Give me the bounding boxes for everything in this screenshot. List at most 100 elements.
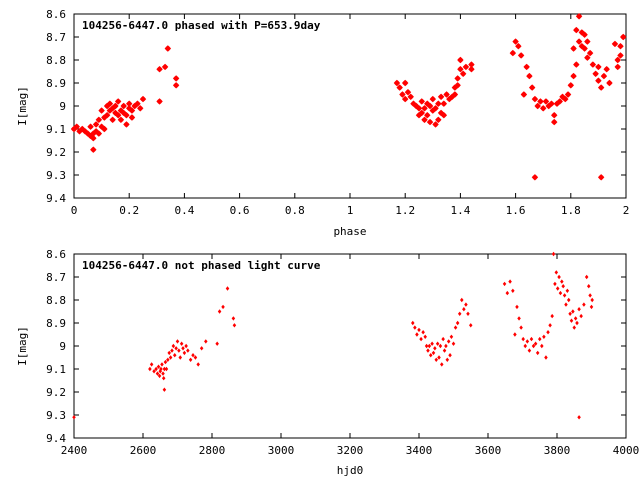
y-tick-labels-phased: 8.6 8.7 8.8 8.9 9 9.1 9.2 9.3 9.4 — [46, 8, 66, 205]
data-point — [590, 297, 594, 303]
y-tick-label: 9 — [59, 100, 66, 113]
data-point — [415, 105, 423, 112]
data-point — [577, 307, 581, 312]
data-point — [595, 77, 602, 84]
data-point — [225, 286, 230, 291]
y-tick-label: 8.7 — [46, 31, 66, 44]
data-point — [581, 31, 588, 38]
data-points-unphased — [72, 251, 594, 420]
x-tick-labels-phased: 0 0.2 0.4 0.6 0.8 1 1.2 1.4 1.6 1.8 2 — [71, 204, 630, 217]
data-point — [597, 174, 605, 181]
data-point — [442, 348, 447, 353]
data-point — [554, 270, 559, 275]
data-point — [430, 341, 434, 346]
data-point — [139, 95, 147, 103]
data-point — [164, 45, 172, 52]
data-point — [411, 320, 415, 326]
data-point — [562, 95, 569, 103]
data-point — [109, 116, 116, 123]
data-point — [508, 279, 512, 284]
data-point — [402, 79, 409, 87]
data-point — [73, 123, 80, 130]
data-point — [513, 332, 517, 337]
data-point — [534, 102, 541, 110]
data-point — [166, 357, 170, 362]
data-point — [561, 284, 565, 289]
data-point — [161, 371, 165, 376]
data-point — [573, 26, 580, 34]
data-point — [431, 350, 436, 356]
data-point — [432, 105, 439, 112]
data-point — [95, 116, 103, 123]
data-point — [404, 89, 412, 96]
data-point — [620, 33, 627, 41]
data-point — [588, 293, 592, 298]
data-point — [454, 75, 461, 82]
data-point — [531, 174, 539, 181]
data-point — [98, 107, 105, 114]
data-point — [432, 121, 439, 128]
data-point — [528, 84, 536, 91]
data-point — [462, 307, 466, 312]
data-point — [419, 336, 423, 342]
y-tick-label: 8.9 — [46, 77, 66, 90]
data-point — [567, 82, 574, 89]
data-point — [427, 343, 432, 349]
data-point — [515, 304, 519, 310]
data-point — [573, 316, 578, 321]
data-point — [123, 112, 130, 119]
data-point — [399, 91, 406, 98]
data-point — [445, 357, 450, 362]
data-point — [573, 61, 580, 68]
data-point — [592, 70, 599, 77]
data-point — [457, 311, 462, 316]
x-tick-label: 1.6 — [506, 204, 526, 217]
data-point — [523, 343, 528, 349]
data-point — [564, 91, 572, 98]
x-tick-label: 1.2 — [395, 204, 415, 217]
data-point — [509, 49, 517, 57]
x-tick-label: 0 — [71, 204, 78, 217]
data-point — [162, 366, 167, 372]
x-tick-label: 3600 — [475, 444, 502, 457]
data-point — [168, 355, 173, 360]
data-point — [537, 98, 544, 105]
unphased-light-curve-panel: 2400 2600 2800 3000 3200 3400 3600 3800 4000 8.6… — [16, 248, 639, 477]
data-point — [156, 364, 161, 369]
data-point — [421, 116, 428, 123]
y-tick-label: 8.6 — [46, 8, 66, 21]
data-point — [231, 316, 236, 321]
data-point — [589, 61, 597, 68]
data-point — [468, 66, 475, 73]
data-point — [117, 116, 125, 123]
y-tick-labels-unphased: 8.6 8.7 8.8 8.9 9 9.1 9.2 9.3 9.4 — [46, 248, 66, 445]
data-point — [188, 357, 193, 362]
data-point — [533, 341, 538, 346]
data-point — [199, 346, 204, 351]
data-point — [134, 100, 141, 107]
data-point — [179, 341, 184, 346]
y-tick-label: 9.4 — [46, 432, 66, 445]
data-point — [597, 84, 605, 91]
data-point — [175, 339, 180, 344]
data-point — [112, 102, 119, 110]
data-point — [186, 348, 190, 353]
data-point — [215, 341, 219, 346]
y-tick-label: 8.7 — [46, 271, 66, 284]
data-point — [426, 102, 434, 110]
data-point — [435, 116, 442, 123]
data-point — [581, 45, 588, 52]
data-point — [544, 355, 548, 360]
data-point — [174, 346, 178, 351]
data-point — [217, 309, 222, 314]
data-point — [424, 343, 429, 349]
data-point — [617, 52, 624, 59]
data-point — [87, 123, 94, 130]
data-point — [523, 63, 530, 71]
y-tick-label: 9.4 — [46, 192, 66, 205]
data-point — [159, 366, 163, 372]
data-point — [438, 343, 443, 349]
x-tick-label: 0.2 — [119, 204, 139, 217]
data-point — [553, 281, 557, 287]
x-tick-label: 1.4 — [450, 204, 470, 217]
